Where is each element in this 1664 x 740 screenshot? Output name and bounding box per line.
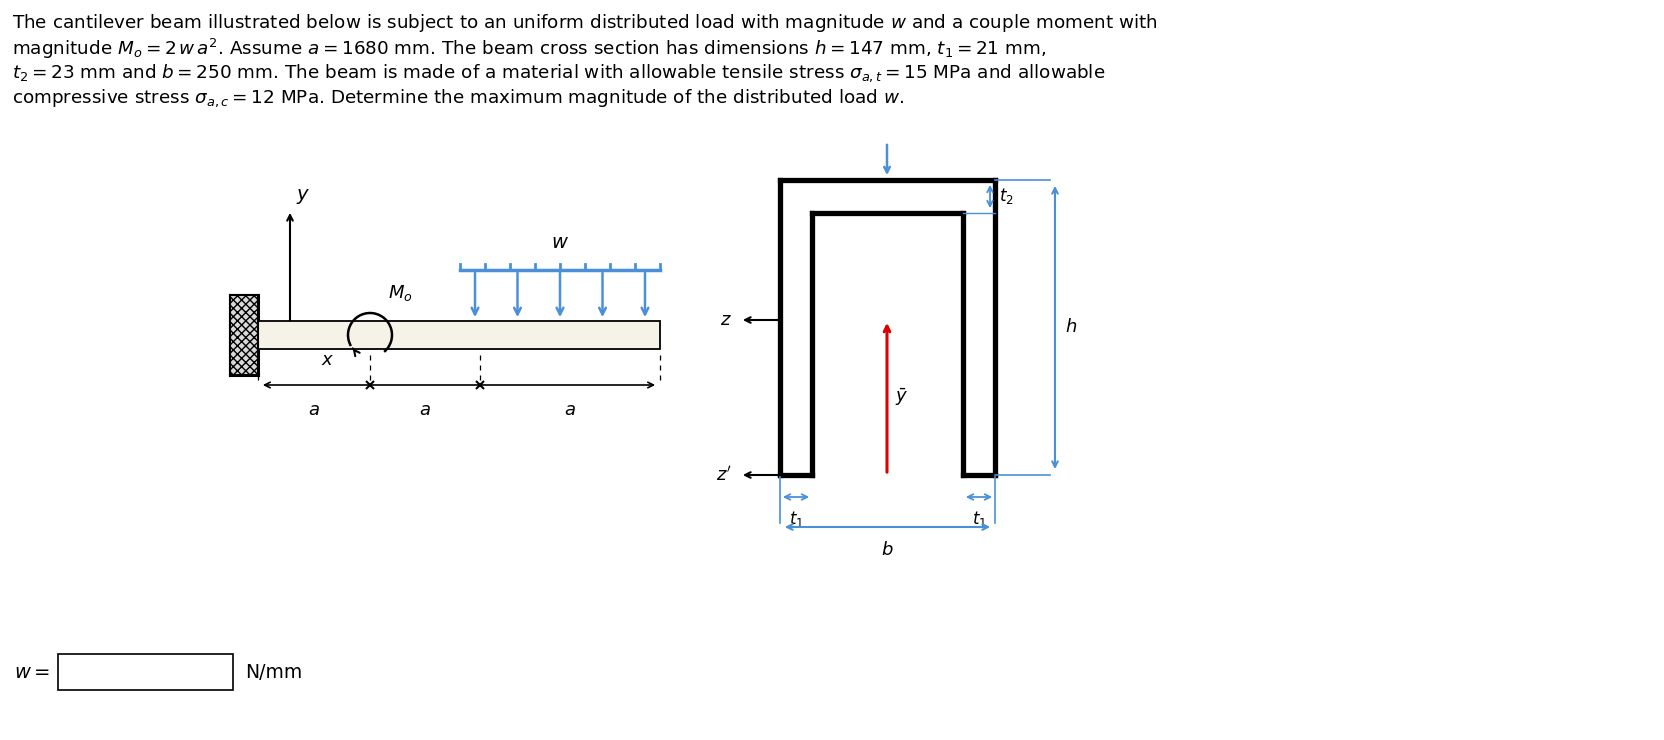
Text: $z$: $z$: [721, 311, 732, 329]
Text: $\bar{y}$: $\bar{y}$: [895, 387, 909, 408]
Text: $a$: $a$: [308, 401, 319, 419]
Text: $a$: $a$: [419, 401, 431, 419]
Text: $M_o$: $M_o$: [388, 283, 413, 303]
Text: magnitude $M_o = 2\,w\,a^2$. Assume $a = 1680$ mm. The beam cross section has di: magnitude $M_o = 2\,w\,a^2$. Assume $a =…: [12, 37, 1047, 61]
Text: $w =$: $w =$: [13, 662, 50, 682]
Text: $t_1$: $t_1$: [789, 509, 804, 529]
Bar: [258, 321, 661, 349]
Bar: [58, 654, 233, 690]
Bar: [230, 295, 258, 375]
Text: $w$: $w$: [551, 233, 569, 252]
Text: $y$: $y$: [296, 187, 310, 206]
Text: $x$: $x$: [321, 351, 334, 369]
Text: compressive stress $\sigma_{a,c} = 12$ MPa. Determine the maximum magnitude of t: compressive stress $\sigma_{a,c} = 12$ M…: [12, 87, 904, 109]
Text: $h$: $h$: [1065, 318, 1077, 337]
Text: $t_2$: $t_2$: [998, 186, 1013, 206]
Text: N/mm: N/mm: [245, 662, 303, 682]
Text: $a$: $a$: [564, 401, 576, 419]
Text: $t_2 = 23$ mm and $b = 250$ mm. The beam is made of a material with allowable te: $t_2 = 23$ mm and $b = 250$ mm. The beam…: [12, 62, 1105, 84]
Text: $t_1$: $t_1$: [972, 509, 987, 529]
Text: The cantilever beam illustrated below is subject to an uniform distributed load : The cantilever beam illustrated below is…: [12, 12, 1158, 34]
Text: $b$: $b$: [882, 541, 894, 559]
Text: $z'$: $z'$: [717, 465, 732, 485]
